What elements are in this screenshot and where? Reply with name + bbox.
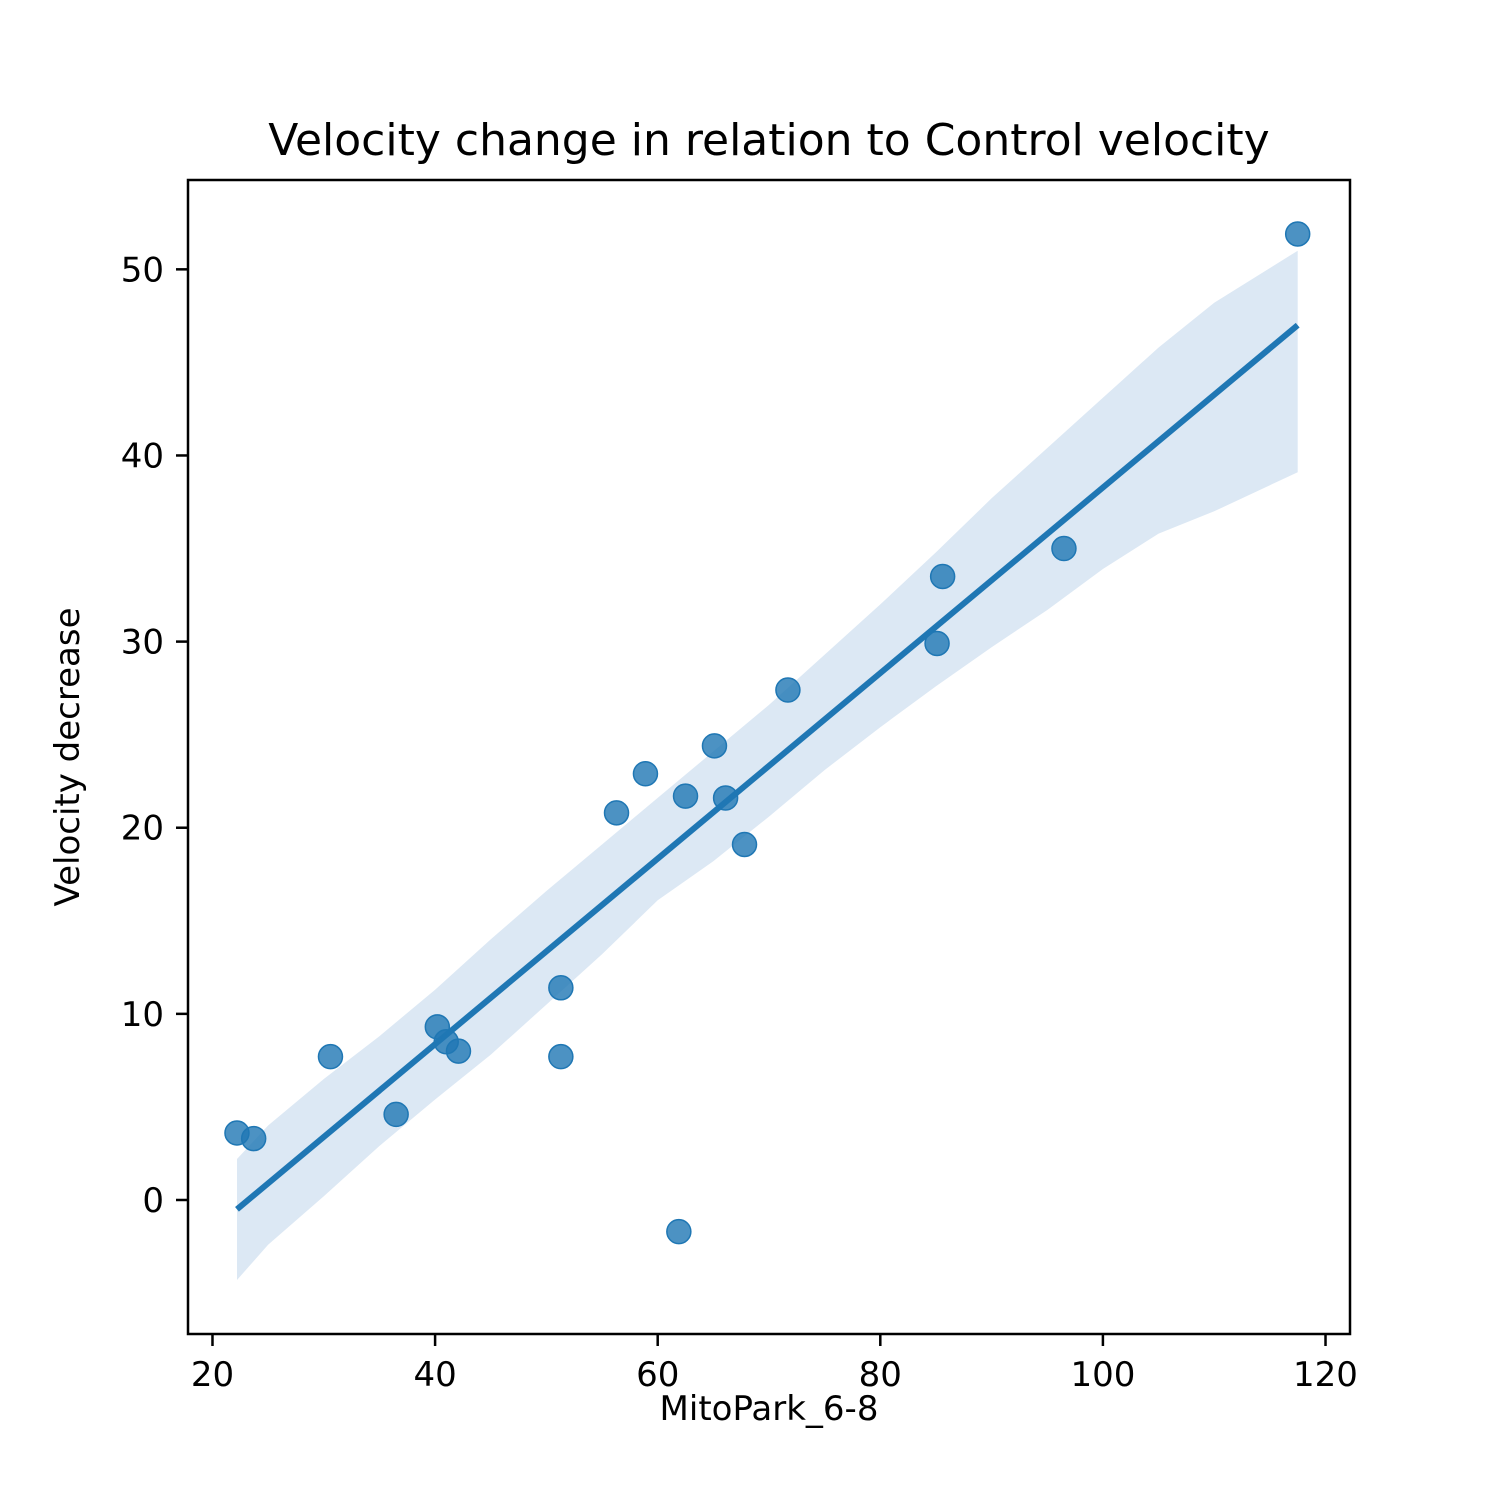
data-point: [929, 563, 956, 590]
data-point: [603, 800, 630, 826]
data-point: [240, 1125, 267, 1152]
data-point: [924, 630, 950, 657]
x-tick-label: 40: [413, 1355, 456, 1395]
y-tick-label: 20: [121, 809, 164, 849]
y-tick-label: 40: [121, 436, 164, 476]
chart-title: Velocity change in relation to Control v…: [268, 115, 1269, 166]
data-point: [548, 975, 574, 1001]
x-tick-label: 100: [1070, 1355, 1135, 1395]
data-point: [712, 785, 739, 811]
points-layer: [224, 221, 1311, 1245]
data-point: [383, 1101, 409, 1128]
x-axis-label: MitoPark_6-8: [660, 1389, 879, 1429]
y-axis-label: Velocity decrease: [48, 608, 88, 907]
data-point: [445, 1038, 472, 1064]
regression-line-layer: [235, 322, 1300, 1212]
y-tick-label: 10: [121, 995, 164, 1035]
y-tick-label: 50: [121, 250, 164, 290]
data-point: [1051, 535, 1077, 562]
ticks-layer: 20 40 60 80 100 120 0 10 20 30 40 50: [121, 250, 1358, 1395]
axes-frame: [186, 178, 1352, 1336]
data-point: [548, 1043, 574, 1070]
data-point: [701, 733, 728, 759]
data-point: [1284, 221, 1311, 247]
x-tick-label: 120: [1293, 1355, 1358, 1395]
y-tick-label: 0: [142, 1181, 164, 1221]
axes-layer: [186, 178, 1352, 1336]
regression-line: [235, 322, 1300, 1212]
data-point: [672, 783, 699, 809]
x-tick-label: 60: [636, 1355, 679, 1395]
data-point: [666, 1218, 692, 1245]
y-tick-label: 30: [121, 623, 164, 663]
data-point: [775, 677, 801, 703]
data-point: [731, 831, 758, 858]
data-point: [317, 1043, 344, 1070]
data-point: [632, 761, 659, 787]
x-tick-label: 80: [859, 1355, 902, 1395]
x-tick-label: 20: [191, 1355, 234, 1395]
